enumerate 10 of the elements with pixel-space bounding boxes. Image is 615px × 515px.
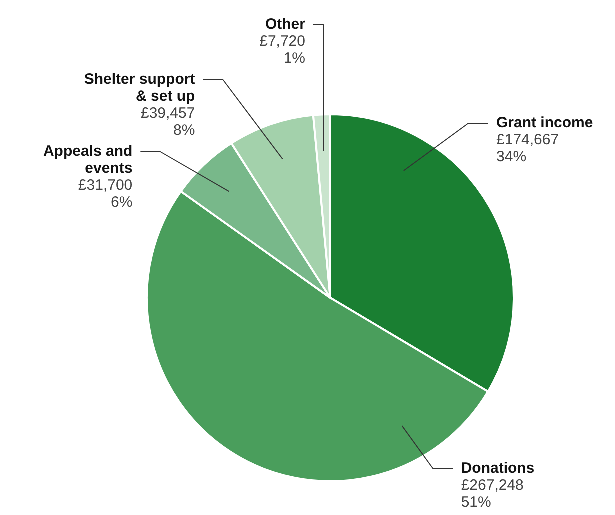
slice-label: Grant income bbox=[496, 114, 594, 132]
data-label: £39,457 8% bbox=[140, 105, 196, 140]
data-label: £31,700 6% bbox=[78, 177, 133, 212]
data-label: £174,667 34% bbox=[496, 132, 560, 166]
data-label: £7,720 1% bbox=[260, 33, 306, 68]
slice-label: Appeals and events bbox=[43, 143, 133, 178]
slice-label: Donations bbox=[461, 460, 535, 478]
slice-label: Other bbox=[265, 16, 306, 34]
data-label: £267,248 51% bbox=[461, 477, 524, 512]
slice-label: Shelter support & set up bbox=[84, 71, 196, 106]
